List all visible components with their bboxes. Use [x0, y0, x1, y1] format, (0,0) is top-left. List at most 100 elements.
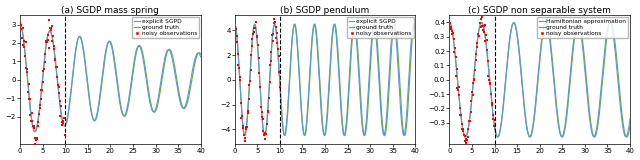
Point	[483, 59, 493, 62]
Point	[243, 110, 253, 112]
Point	[47, 40, 57, 42]
Point	[31, 137, 42, 140]
Point	[262, 110, 273, 113]
Legend: explicit SGPD, ground truth, noisy observations: explicit SGPD, ground truth, noisy obser…	[132, 17, 199, 38]
Point	[269, 18, 280, 21]
Point	[58, 120, 68, 123]
Point	[31, 139, 41, 141]
Point	[40, 40, 51, 42]
Point	[468, 81, 478, 84]
Point	[38, 81, 48, 83]
Point	[36, 89, 47, 92]
Point	[486, 93, 496, 95]
Point	[237, 125, 248, 128]
Point	[474, 34, 484, 37]
Point	[54, 92, 64, 95]
Legend: explicit SGPD, ground truth, noisy observations: explicit SGPD, ground truth, noisy obser…	[346, 17, 413, 38]
Point	[235, 79, 245, 82]
Point	[54, 100, 65, 102]
Point	[27, 120, 37, 123]
Point	[264, 81, 275, 84]
Point	[447, 30, 458, 32]
Point	[485, 83, 495, 85]
Point	[472, 46, 482, 49]
Point	[20, 55, 30, 57]
Point	[462, 139, 472, 141]
Point	[260, 132, 270, 135]
Point	[234, 63, 244, 66]
Point	[445, 26, 456, 29]
Point	[476, 25, 486, 28]
Point	[489, 125, 499, 128]
Point	[470, 68, 480, 71]
Point	[237, 115, 247, 118]
Point	[48, 34, 58, 37]
Point	[254, 72, 264, 74]
Point	[253, 56, 264, 59]
Point	[451, 56, 461, 58]
Point	[266, 60, 276, 62]
Point	[37, 89, 47, 91]
Point	[453, 89, 463, 92]
Point	[476, 18, 486, 20]
Title: (c) SGDP non separable system: (c) SGDP non separable system	[468, 6, 611, 15]
Point	[480, 40, 490, 42]
Point	[236, 102, 246, 105]
Point	[246, 53, 257, 56]
Point	[230, 26, 241, 28]
Point	[52, 66, 62, 69]
Point	[252, 34, 262, 37]
Point	[55, 114, 65, 117]
Title: (a) SGDP mass spring: (a) SGDP mass spring	[61, 6, 159, 15]
Point	[16, 24, 26, 27]
Point	[483, 75, 493, 77]
Point	[236, 116, 246, 119]
Point	[458, 129, 468, 132]
Point	[267, 34, 277, 36]
Point	[40, 53, 50, 56]
Point	[244, 97, 254, 100]
Point	[241, 126, 252, 129]
Point	[479, 24, 490, 26]
Point	[465, 120, 476, 122]
Point	[230, 15, 240, 18]
Point	[53, 84, 63, 87]
Point	[25, 98, 35, 100]
Point	[273, 55, 284, 57]
Point	[472, 42, 483, 44]
Point	[19, 39, 29, 42]
Point	[479, 31, 489, 33]
Point	[473, 33, 483, 35]
Point	[448, 32, 458, 34]
Point	[478, 29, 488, 31]
Point	[488, 114, 499, 117]
Point	[29, 137, 40, 140]
Point	[50, 58, 60, 60]
Title: (b) SGDP pendulum: (b) SGDP pendulum	[280, 6, 370, 15]
Point	[273, 42, 283, 45]
Point	[262, 123, 272, 125]
Point	[256, 106, 266, 108]
Point	[467, 100, 477, 102]
Point	[447, 33, 457, 35]
Point	[22, 71, 33, 73]
Point	[259, 130, 269, 132]
Point	[459, 134, 469, 137]
Point	[17, 27, 28, 29]
Point	[40, 61, 50, 64]
Point	[454, 86, 464, 88]
Point	[477, 16, 488, 18]
Point	[21, 67, 31, 69]
Point	[24, 98, 35, 100]
Point	[59, 116, 69, 119]
Point	[39, 68, 49, 70]
Point	[452, 86, 463, 89]
Point	[271, 26, 282, 28]
Point	[47, 25, 58, 27]
Point	[460, 135, 470, 137]
Point	[26, 120, 36, 122]
Point	[238, 127, 248, 130]
Point	[479, 25, 490, 28]
Point	[481, 34, 491, 36]
Point	[234, 67, 244, 69]
